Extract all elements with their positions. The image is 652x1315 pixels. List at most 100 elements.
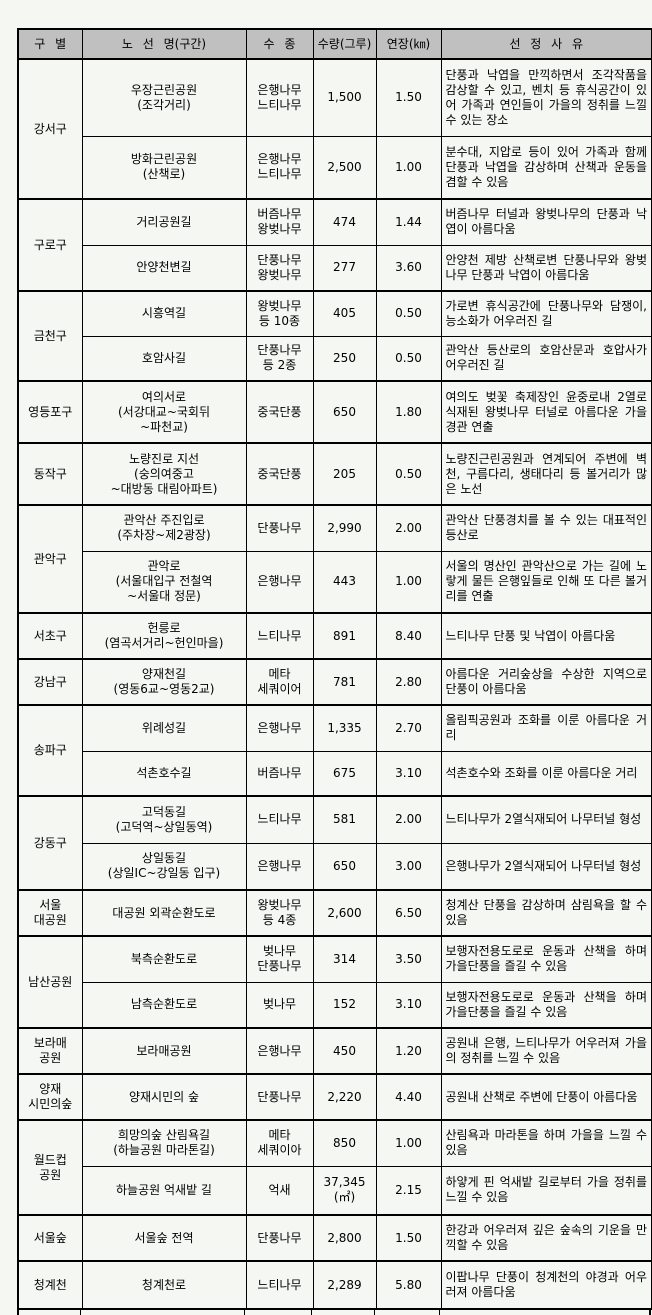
species-cell: 단풍나무 등 2종 (245, 335, 314, 382)
quantity-cell: 650 (312, 842, 377, 891)
district-cell: 양재 시민의숲 (17, 1073, 83, 1121)
route-cell: 석촌호수길 (81, 750, 247, 797)
quantity-cell: 2,600 (312, 889, 377, 937)
length-cell: 0.50 (375, 442, 442, 506)
route-cell: 양재시민의 숲 (81, 1073, 247, 1121)
reason-cell: 노량진근린공원과 연계되어 주변에 벽천, 구름다리, 생태다리 등 볼거리가 … (440, 442, 652, 506)
species-cell: 느티나무 (245, 795, 314, 844)
length-cell: 1.00 (375, 550, 442, 614)
length-cell: 2.00 (375, 504, 442, 552)
reason-cell: 단풍과 낙엽을 만끽하면서 조각작품을 감상할 수 있고, 벤치 등 휴식공간이… (440, 58, 652, 137)
route-cell: 관악산 주진입로 (주차장~제2광장) (81, 504, 247, 552)
quantity-cell: 2,220 (312, 1073, 377, 1121)
species-cell: 은행나무 (245, 842, 314, 891)
reason-cell: 한강과 어우러져 깊은 숲속의 기운을 만끽할 수 있음 (440, 1214, 652, 1262)
quantity-cell: 2,289 (312, 1260, 377, 1310)
reason-cell: 아름다운 거리숲상을 수상한 지역으로 단풍이 아름다움 (440, 658, 652, 706)
quantity-cell: 152 (312, 981, 377, 1029)
route-cell: 안양천변길 (81, 244, 247, 292)
species-cell: 은행나무 (245, 1027, 314, 1075)
reason-cell: 가로변 휴식공간에 단풍나무와 담쟁이, 능소화가 어우러진 길 (440, 290, 652, 337)
length-cell: 3.60 (375, 244, 442, 292)
col-header-species: 수 종 (245, 28, 314, 60)
reason-cell: 산림욕과 마라톤을 하며 가을을 느낄 수 있음 (440, 1119, 652, 1167)
quantity-cell: 650 (312, 380, 377, 444)
reason-cell: 안양천 제방 산책로변 단풍나무와 왕벚나무 단풍과 낙엽이 아름다움 (440, 244, 652, 292)
reason-cell: 올림픽공원과 조화를 이룬 아름다운 거리 (440, 704, 652, 752)
route-cell: 대공원 외곽순환도로 (81, 889, 247, 937)
col-header-route: 노 선 명(구간) (81, 28, 247, 60)
route-cell: 서울숲 전역 (81, 1214, 247, 1262)
length-cell: 3.10 (375, 981, 442, 1029)
quantity-cell: 450 (312, 1027, 377, 1075)
district-cell: 동작구 (17, 442, 83, 506)
table-row: 강동구 고덕동길 (고덕역~상일동역) 느티나무 581 2.00 느티나무가 … (17, 795, 652, 891)
table-row: 관악로 (서울대입구 전철역 ~서울대 정문) 은행나무 443 1.00 서울… (18, 550, 652, 614)
col-header-reason: 선 정 사 유 (440, 28, 652, 60)
length-cell: 4.40 (375, 1073, 442, 1121)
species-cell: 메타 세쿼이아 (245, 1119, 314, 1167)
species-cell: 단풍나무 (245, 1073, 314, 1121)
length-cell: 3.00 (375, 842, 442, 891)
reason-cell: 관악산 단풍경치를 볼 수 있는 대표적인 등산로 (440, 504, 652, 552)
district-cell: 남산공원 (17, 935, 83, 1029)
length-cell: 2.80 (375, 658, 442, 706)
route-cell: 보라매공원 (81, 1027, 247, 1075)
length-cell: 3.50 (375, 935, 442, 983)
reason-cell: 보행자전용도로로 운동과 산책을 하며 가을단풍을 즐길 수 있음 (440, 981, 652, 1029)
species-cell: 느티나무 (245, 1260, 314, 1310)
quantity-cell: 314 (312, 935, 377, 983)
reason-cell: 공원내 산책로 주변에 단풍이 아름다움 (440, 1073, 652, 1121)
route-cell: 고덕동길 (고덕역~상일동역) (81, 795, 247, 844)
quantity-cell: 781 (312, 658, 377, 706)
length-cell: 2.15 (375, 1165, 442, 1216)
reason-cell: 서울의 명산인 관악산으로 가는 길에 노랗게 물든 은행잎들로 인해 또 다른… (440, 550, 652, 614)
length-cell: 0.50 (375, 290, 442, 337)
reason-cell: 관악산 등산로의 호암산문과 호압사가 어우러진 길 (440, 335, 652, 382)
route-cell: 양재천길 (영동6교~영동2교) (81, 658, 247, 706)
length-cell: 2.70 (375, 704, 442, 752)
district-cell: 보라매 공원 (17, 1027, 83, 1075)
reason-cell: 은행나무가 2열식재되어 나무터널 형성 (440, 842, 652, 891)
route-cell: 노량진로 지선 (숭의여중고 ~대방동 대림아파트) (81, 442, 247, 506)
length-cell: 1.20 (375, 1027, 442, 1075)
reason-cell: 분수대, 지압로 등이 있어 가족과 함께 단풍과 낙엽을 감상하며 산책과 운… (440, 135, 652, 200)
district-cell: 금천구 (17, 290, 83, 382)
quantity-cell: 250 (312, 335, 377, 382)
foliage-route-table: 구 별 노 선 명(구간) 수 종 수량(그루) 연장(㎞) 선 정 사 유 강… (17, 28, 652, 1310)
district-cell: 송파구 (17, 704, 83, 797)
length-cell: 6.50 (375, 889, 442, 937)
length-cell: 1.50 (375, 1214, 442, 1262)
reason-cell: 여의도 벚꽃 축제장인 윤중로내 2열로 식재된 왕벚나무 터널로 아름다운 가… (440, 380, 652, 444)
table-row: 남측순환도로 벚나무 152 3.10 보행자전용도로로 운동과 산책을 하며 … (18, 981, 652, 1029)
quantity-cell: 675 (312, 750, 377, 797)
species-cell: 단풍나무 왕벚나무 (245, 244, 314, 292)
district-cell: 서울숲 (17, 1214, 83, 1262)
reason-cell: 석촌호수와 조화를 이룬 아름다운 거리 (440, 750, 652, 797)
quantity-cell: 205 (312, 442, 377, 506)
species-cell: 왕벚나무 등 10종 (245, 290, 314, 337)
species-cell: 벚나무 (245, 981, 314, 1029)
quantity-cell: 443 (312, 550, 377, 614)
species-cell: 은행나무 (245, 550, 314, 614)
quantity-cell: 2,800 (312, 1214, 377, 1262)
species-cell: 왕벚나무 등 4종 (245, 889, 314, 937)
reason-cell: 공원내 은행, 느티나무가 어우러져 가을의 정취를 느낄 수 있음 (440, 1027, 652, 1075)
species-cell: 메타 세쿼이어 (245, 658, 314, 706)
length-cell: 5.80 (375, 1260, 442, 1310)
foliage-route-table-wrap: 구 별 노 선 명(구간) 수 종 수량(그루) 연장(㎞) 선 정 사 유 강… (17, 28, 652, 1315)
length-cell: 1.44 (375, 198, 442, 246)
col-header-quantity: 수량(그루) (312, 28, 377, 60)
route-cell: 시흥역길 (81, 290, 247, 337)
length-cell: 0.50 (375, 335, 442, 382)
quantity-cell: 2,990 (312, 504, 377, 552)
table-row: 호암사길 단풍나무 등 2종 250 0.50 관악산 등산로의 호암산문과 호… (18, 335, 652, 382)
length-cell: 3.10 (375, 750, 442, 797)
table-continuation-stub (17, 1310, 651, 1315)
reason-cell: 보행자전용도로로 운동과 산책을 하며 가을단풍을 즐길 수 있음 (440, 935, 652, 983)
route-cell: 방화근린공원 (산책로) (81, 135, 247, 200)
species-cell: 단풍나무 (245, 504, 314, 552)
quantity-cell: 1,335 (312, 704, 377, 752)
reason-cell: 청계산 단풍을 감상하며 삼림욕을 할 수 있음 (440, 889, 652, 937)
table-row: 방화근린공원 (산책로) 은행나무 느티나무 2,500 1.00 분수대, 지… (18, 135, 652, 200)
